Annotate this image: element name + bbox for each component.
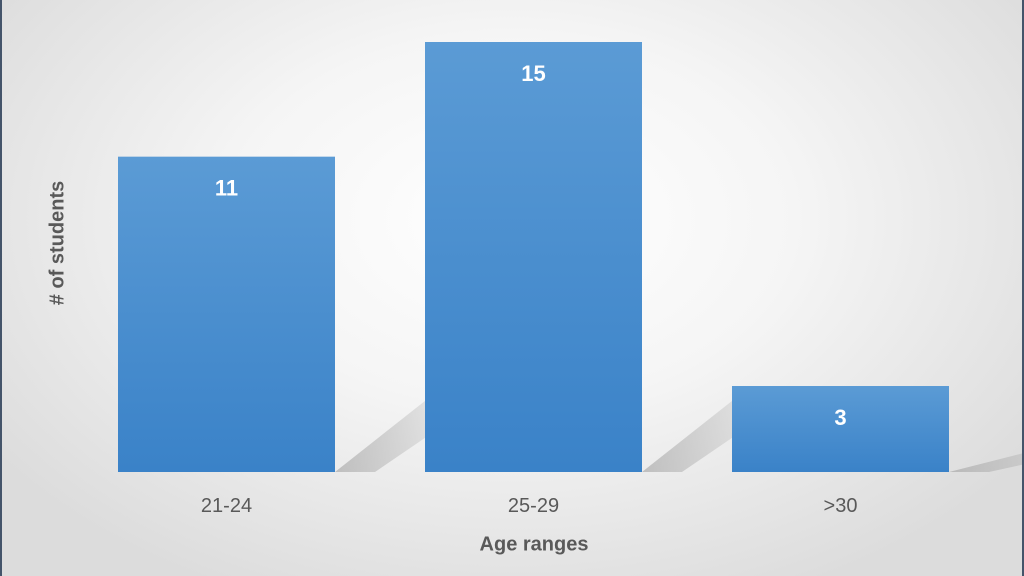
data-label: 15 — [521, 61, 545, 86]
x-tick-label: >30 — [824, 495, 858, 517]
x-tick-label: 25-29 — [508, 495, 559, 517]
bar-25-29 — [425, 42, 642, 472]
data-label: 3 — [834, 405, 846, 430]
bar-shadow — [949, 453, 1022, 472]
data-label: 11 — [215, 176, 238, 201]
x-axis-label: Age ranges — [479, 533, 589, 556]
y-axis-label: # of students — [46, 180, 69, 306]
x-tick-label: 21-24 — [201, 495, 252, 517]
bar->30 — [732, 386, 949, 472]
bar-21-24 — [118, 156, 335, 472]
